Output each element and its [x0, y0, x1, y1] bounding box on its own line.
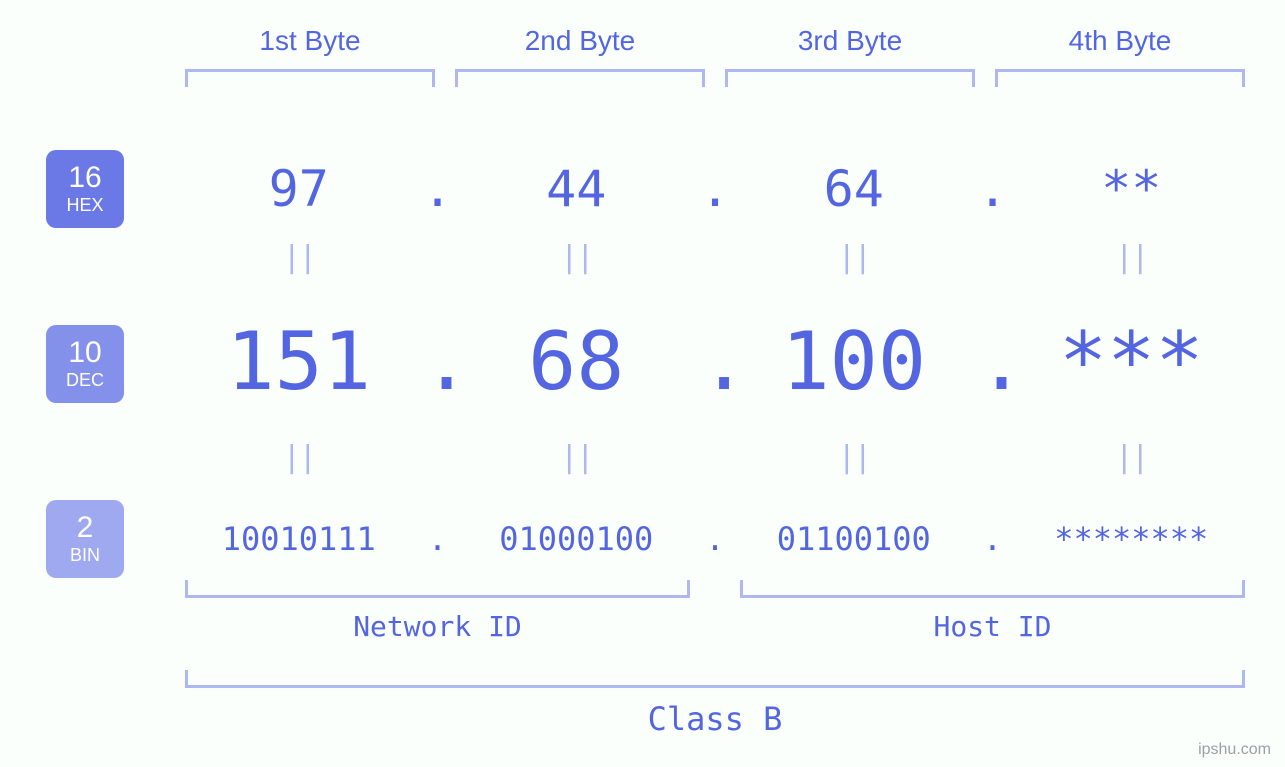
badge-bin-label: BIN	[70, 545, 100, 566]
equals-row-1: || || || ||	[175, 240, 1255, 275]
byte-header-4: 4th Byte	[985, 25, 1255, 87]
dec-separator: .	[978, 315, 1008, 408]
dec-byte-1: 151	[175, 315, 423, 408]
hex-row: 97 . 44 . 64 . **	[175, 160, 1255, 218]
byte-header-label: 3rd Byte	[715, 25, 985, 57]
hex-byte-4: **	[1008, 160, 1256, 218]
hex-byte-3: 64	[730, 160, 978, 218]
byte-header-row: 1st Byte 2nd Byte 3rd Byte 4th Byte	[175, 25, 1255, 87]
bin-byte-3: 01100100	[730, 520, 978, 558]
hex-byte-1: 97	[175, 160, 423, 218]
equals-glyph: ||	[453, 240, 701, 275]
class-label: Class B	[185, 700, 1245, 738]
badge-dec-label: DEC	[66, 370, 104, 391]
network-id-bracket	[185, 580, 690, 598]
class-group: Class B	[185, 670, 1245, 738]
byte-header-2: 2nd Byte	[445, 25, 715, 87]
dec-byte-2: 68	[453, 315, 701, 408]
badge-hex-label: HEX	[66, 195, 103, 216]
class-bracket	[185, 670, 1245, 688]
equals-glyph: ||	[730, 240, 978, 275]
byte-bracket-top	[995, 69, 1245, 87]
badge-dec: 10 DEC	[46, 325, 124, 403]
equals-glyph: ||	[1008, 240, 1256, 275]
byte-header-label: 2nd Byte	[445, 25, 715, 57]
hex-separator: .	[978, 160, 1008, 218]
equals-glyph: ||	[175, 240, 423, 275]
hex-separator: .	[423, 160, 453, 218]
badge-hex: 16 HEX	[46, 150, 124, 228]
id-bracket-row: Network ID Host ID	[175, 580, 1255, 643]
network-id-label: Network ID	[175, 610, 700, 643]
byte-header-label: 4th Byte	[985, 25, 1255, 57]
hex-separator: .	[700, 160, 730, 218]
byte-bracket-top	[725, 69, 975, 87]
equals-glyph: ||	[453, 440, 701, 475]
bin-separator: .	[700, 520, 730, 558]
dec-separator: .	[423, 315, 453, 408]
byte-header-1: 1st Byte	[175, 25, 445, 87]
hex-byte-2: 44	[453, 160, 701, 218]
equals-glyph: ||	[175, 440, 423, 475]
byte-bracket-top	[185, 69, 435, 87]
badge-bin-base: 2	[77, 513, 94, 543]
equals-row-2: || || || ||	[175, 440, 1255, 475]
equals-glyph: ||	[1008, 440, 1256, 475]
host-id-label: Host ID	[730, 610, 1255, 643]
equals-glyph: ||	[730, 440, 978, 475]
dec-byte-4: ***	[1008, 315, 1256, 408]
byte-header-3: 3rd Byte	[715, 25, 985, 87]
bin-byte-4: ********	[1008, 520, 1256, 558]
dec-byte-3: 100	[730, 315, 978, 408]
bin-byte-1: 10010111	[175, 520, 423, 558]
bin-separator: .	[423, 520, 453, 558]
badge-hex-base: 16	[68, 163, 101, 193]
badge-bin: 2 BIN	[46, 500, 124, 578]
host-id-group: Host ID	[730, 580, 1255, 643]
bin-byte-2: 01000100	[453, 520, 701, 558]
watermark: ipshu.com	[1198, 741, 1271, 759]
bin-row: 10010111 . 01000100 . 01100100 . *******…	[175, 520, 1255, 558]
bin-separator: .	[978, 520, 1008, 558]
badge-dec-base: 10	[68, 338, 101, 368]
dec-row: 151 . 68 . 100 . ***	[175, 315, 1255, 408]
host-id-bracket	[740, 580, 1245, 598]
byte-bracket-top	[455, 69, 705, 87]
byte-header-label: 1st Byte	[175, 25, 445, 57]
network-id-group: Network ID	[175, 580, 700, 643]
dec-separator: .	[700, 315, 730, 408]
